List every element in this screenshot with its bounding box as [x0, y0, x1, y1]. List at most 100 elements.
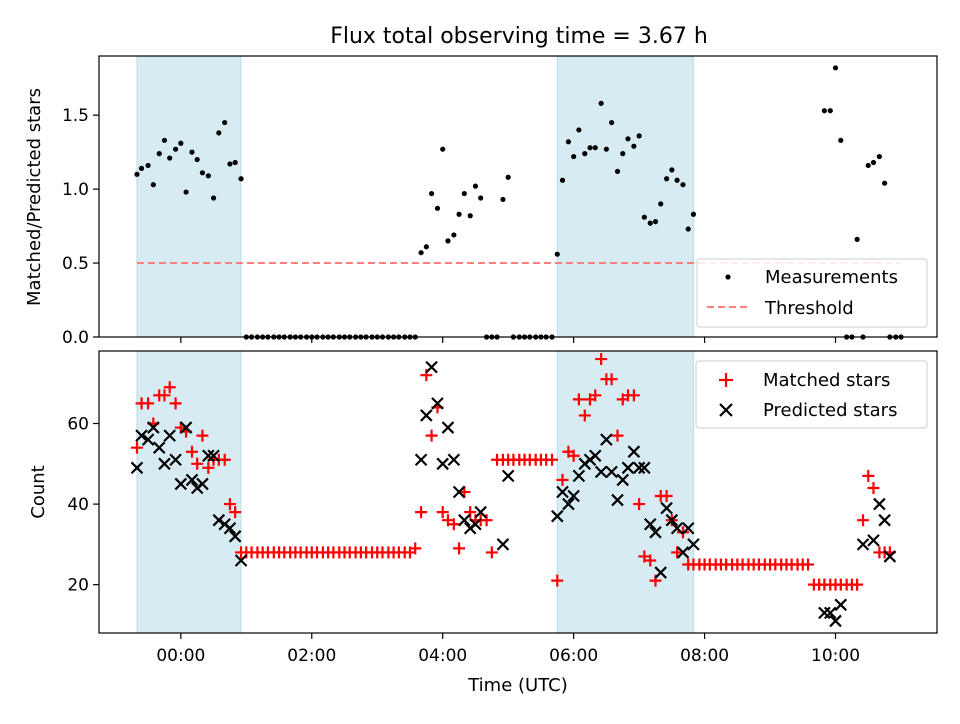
data-point-measurement: [636, 133, 642, 139]
data-point-predicted: [474, 505, 487, 519]
data-point-measurement: [614, 168, 621, 174]
legend-box-bottom: [695, 360, 928, 429]
x-axis-label: Time (UTC): [467, 675, 568, 696]
data-point-matched: [595, 353, 608, 366]
data-point-measurement: [199, 170, 206, 176]
data-point-predicted: [147, 421, 160, 434]
legend-label-measurements: Measurements: [765, 267, 898, 288]
data-point-measurement: [641, 214, 647, 220]
data-point-predicted: [179, 421, 193, 434]
data-point-predicted: [616, 473, 630, 487]
data-point-predicted: [643, 517, 657, 531]
data-point-predicted: [452, 485, 466, 499]
y-axis-label-bottom: Count: [28, 465, 49, 518]
data-point-predicted: [458, 513, 471, 527]
axes-frame-top: [98, 55, 938, 338]
data-point-measurement: [832, 65, 839, 71]
legend-box-top: [696, 258, 928, 328]
chart-title: Flux total observing time = 3.67 h: [330, 24, 708, 49]
data-point-matched: [572, 393, 585, 406]
data-point-matched: [447, 518, 460, 531]
data-point-predicted: [567, 489, 580, 503]
data-point-predicted: [501, 469, 515, 483]
data-point-predicted: [670, 521, 684, 535]
x-tick-label: 00:00: [156, 646, 205, 666]
observing-band-bottom-0: [136, 350, 242, 634]
x-tick-label: 08:00: [680, 646, 729, 666]
data-point-measurement: [138, 165, 145, 171]
data-point-predicted: [228, 530, 242, 543]
data-point-predicted: [660, 501, 673, 515]
data-point-predicted: [163, 429, 176, 442]
data-point-predicted: [196, 477, 209, 491]
y-axis-label-top: Matched/Predicted stars: [24, 88, 45, 306]
data-point-measurement: [189, 149, 195, 155]
data-point-measurement: [440, 146, 446, 152]
data-point-matched: [567, 449, 580, 462]
legend-marker-matched: [719, 373, 733, 387]
x-axis-ticks-top: [180, 337, 837, 343]
data-point-predicted: [169, 453, 182, 467]
data-point-matched: [425, 429, 438, 442]
legend-label-predicted: Predicted stars: [763, 400, 897, 421]
observing-bands-bottom: [136, 350, 694, 634]
data-point-matched: [627, 389, 640, 402]
legend-top: Measurements Threshold: [696, 258, 928, 328]
data-point-measurement: [145, 162, 151, 169]
y-axis-ticks-bottom: 20 40 60: [67, 415, 99, 596]
legend-bottom: Matched stars Predicted stars: [695, 360, 928, 429]
data-point-measurement: [418, 250, 424, 256]
data-point-measurement: [870, 159, 877, 166]
data-point-measurement: [882, 180, 888, 186]
data-point-measurement: [150, 182, 156, 188]
y-axis-ticks-top: 0.0 0.5 1.0 1.5: [62, 106, 99, 348]
data-point-measurement: [576, 127, 582, 133]
data-point-measurement: [423, 244, 429, 250]
data-point-predicted: [414, 453, 428, 467]
legend-label-threshold: Threshold: [764, 298, 854, 319]
data-point-matched: [589, 389, 602, 402]
data-point-matched: [185, 445, 198, 458]
data-point-measurement: [461, 190, 467, 197]
data-point-measurement: [451, 232, 457, 238]
data-point-matched: [464, 506, 477, 519]
data-point-measurement: [647, 220, 653, 226]
data-point-predicted: [551, 509, 564, 523]
data-point-measurement: [609, 119, 615, 126]
data-point-measurement: [821, 108, 827, 114]
data-point-matched: [660, 490, 673, 503]
data-point-matched: [802, 558, 815, 571]
data-point-predicted: [431, 397, 444, 410]
count-series: [131, 353, 897, 628]
data-point-measurement: [838, 137, 844, 143]
observing-band-top-1: [556, 55, 694, 338]
data-point-measurement: [227, 161, 233, 167]
data-point-predicted: [654, 566, 667, 579]
data-point-predicted: [687, 538, 700, 551]
data-point-measurement: [156, 151, 162, 157]
data-point-predicted: [447, 453, 461, 467]
data-point-predicted: [600, 433, 613, 446]
data-point-predicted: [496, 538, 510, 551]
data-point-measurement: [134, 171, 140, 177]
data-point-predicted: [649, 526, 662, 539]
data-point-predicted: [562, 497, 575, 511]
data-point-predicted: [152, 441, 166, 454]
data-point-matched: [485, 546, 498, 559]
data-point-measurement: [232, 159, 238, 166]
data-point-measurement: [445, 238, 451, 244]
data-point-measurement: [587, 145, 593, 151]
data-point-predicted: [878, 513, 891, 527]
data-point-matched: [644, 554, 657, 567]
data-point-matched: [415, 506, 428, 519]
x-tick-label: 10:00: [811, 646, 860, 666]
data-point-measurement: [238, 176, 244, 182]
data-point-measurement: [598, 100, 604, 106]
legend-marker-predicted: [719, 403, 733, 417]
data-point-predicted: [135, 429, 148, 442]
data-point-matched: [556, 473, 569, 486]
data-point-matched: [605, 373, 618, 386]
data-point-matched: [223, 498, 236, 511]
data-point-measurement: [178, 140, 184, 146]
